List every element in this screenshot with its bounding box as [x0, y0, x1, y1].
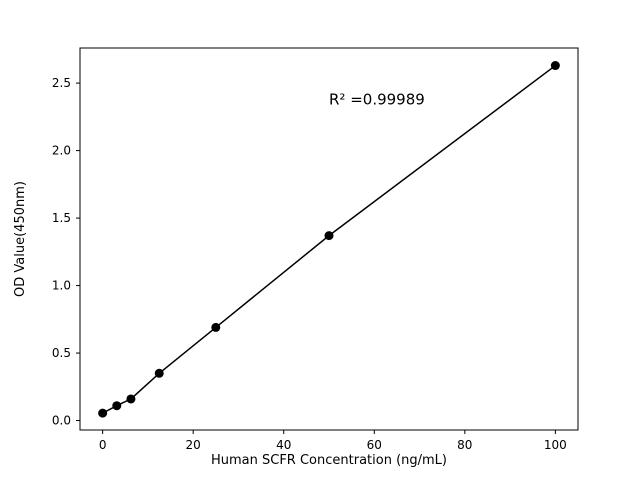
x-tick-label: 60 [367, 438, 382, 452]
data-point [126, 394, 136, 404]
x-tick-label: 40 [276, 438, 291, 452]
x-tick-label: 100 [544, 438, 567, 452]
data-point [154, 368, 164, 378]
data-point [98, 408, 108, 418]
x-tick-label: 0 [99, 438, 107, 452]
y-tick-label: 1.0 [52, 279, 71, 293]
data-point [324, 231, 334, 241]
plot-border [79, 47, 579, 431]
r-squared-annotation: R² =0.99989 [329, 91, 425, 109]
y-axis-label: OD Value(450nm) [13, 181, 28, 297]
y-tick-label: 0.0 [52, 414, 71, 428]
x-axis-label: Human SCFR Concentration (ng/mL) [211, 453, 447, 468]
y-tick-label: 0.5 [52, 346, 71, 360]
x-tick-label: 80 [457, 438, 472, 452]
x-tick-label: 20 [186, 438, 201, 452]
y-tick-label: 2.5 [52, 76, 71, 90]
data-point [211, 322, 221, 332]
y-tick-label: 1.5 [52, 211, 71, 225]
data-point [550, 61, 560, 71]
data-point [112, 401, 122, 411]
y-tick-label: 2.0 [52, 144, 71, 158]
